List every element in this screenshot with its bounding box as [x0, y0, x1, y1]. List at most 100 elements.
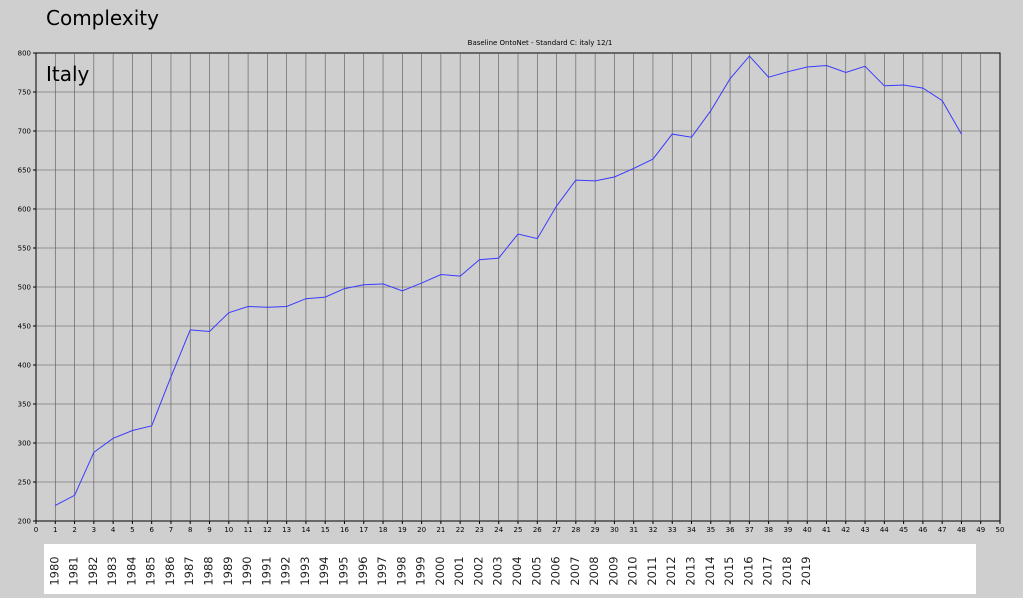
x-tick-label: 3	[92, 526, 96, 534]
year-label: 2008	[587, 556, 601, 585]
year-label: 2007	[568, 556, 582, 585]
year-label: 1981	[67, 556, 81, 585]
y-tick-label: 650	[18, 167, 31, 175]
x-tick-label: 31	[629, 526, 638, 534]
x-tick-label: 24	[494, 526, 503, 534]
x-tick-label: 27	[552, 526, 561, 534]
year-label-strip	[44, 544, 976, 594]
x-tick-label: 23	[475, 526, 484, 534]
x-tick-label: 32	[648, 526, 657, 534]
year-label: 1996	[356, 556, 370, 585]
year-label: 2018	[780, 556, 794, 585]
year-label: 1984	[124, 556, 138, 585]
year-label: 1982	[86, 556, 100, 585]
y-tick-label: 700	[18, 128, 31, 136]
x-tick-label: 46	[918, 526, 927, 534]
x-tick-label: 1	[53, 526, 57, 534]
y-tick-label: 200	[18, 518, 31, 526]
x-tick-label: 25	[514, 526, 523, 534]
x-tick-label: 7	[169, 526, 173, 534]
year-label: 1995	[336, 556, 350, 585]
x-tick-label: 13	[282, 526, 291, 534]
year-labels: 1980 1981 1982 1983 1984 1985 1986 1987 1988 1989…	[47, 556, 813, 585]
year-label: 1998	[394, 556, 408, 585]
x-tick-label: 4	[111, 526, 116, 534]
y-tick-label: 550	[18, 245, 31, 253]
year-label: 1986	[163, 556, 177, 585]
year-label: 2011	[645, 556, 659, 585]
year-label: 1987	[182, 556, 196, 585]
year-label: 2001	[452, 556, 466, 585]
y-tick-label: 800	[18, 50, 31, 58]
x-tick-label: 18	[379, 526, 388, 534]
x-tick-label: 44	[880, 526, 889, 534]
year-label: 1990	[240, 556, 254, 585]
x-tick-label: 35	[706, 526, 715, 534]
year-label: 1988	[202, 556, 216, 585]
page-title: Complexity	[46, 6, 159, 30]
y-tick-label: 300	[18, 440, 31, 448]
x-tick-label: 8	[188, 526, 192, 534]
year-label: 1980	[47, 556, 61, 585]
year-label: 1985	[144, 556, 158, 585]
x-tick-label: 36	[726, 526, 735, 534]
country-label: Italy	[46, 62, 90, 86]
x-tick-label: 47	[938, 526, 947, 534]
x-tick-label: 10	[224, 526, 233, 534]
y-tick-label: 500	[18, 284, 31, 292]
year-label: 2019	[799, 556, 813, 585]
x-tick-label: 30	[610, 526, 619, 534]
year-label: 1999	[414, 556, 428, 585]
year-label: 2016	[741, 556, 755, 585]
x-tick-label: 45	[899, 526, 908, 534]
year-label: 2002	[471, 556, 485, 585]
year-label: 1989	[221, 556, 235, 585]
year-label: 2017	[761, 556, 775, 585]
x-tick-label: 29	[591, 526, 600, 534]
y-grid	[36, 91, 1000, 483]
year-label: 1983	[105, 556, 119, 585]
y-tick-label: 450	[18, 323, 31, 331]
x-tick-label: 42	[841, 526, 850, 534]
year-label: 1992	[279, 556, 293, 585]
x-tick-label: 14	[301, 526, 310, 534]
x-tick-label: 48	[957, 526, 966, 534]
x-tick-label: 41	[822, 526, 831, 534]
series-line-group	[55, 55, 962, 506]
year-label: 2000	[433, 556, 447, 585]
year-label: 2009	[606, 556, 620, 585]
x-tick-label: 0	[34, 526, 38, 534]
x-tick-label: 33	[668, 526, 677, 534]
y-tick-label: 750	[18, 89, 31, 97]
year-label: 1997	[375, 556, 389, 585]
year-label: 1991	[259, 556, 273, 585]
year-label: 2012	[664, 556, 678, 585]
series-line	[55, 55, 962, 506]
year-label: 2005	[529, 556, 543, 585]
x-tick-label: 28	[571, 526, 580, 534]
x-axis-ticks: 0 1 2 3 4 5 6 7 8 9 10 11 12 13 14 15 16 17 18 19 20 21 22 23 24…	[34, 521, 1005, 534]
year-label: 2013	[684, 556, 698, 585]
x-tick-label: 39	[783, 526, 792, 534]
year-label: 1993	[298, 556, 312, 585]
x-tick-label: 50	[996, 526, 1005, 534]
y-tick-label: 600	[18, 206, 31, 214]
x-tick-label: 21	[436, 526, 445, 534]
x-tick-label: 26	[533, 526, 542, 534]
x-tick-label: 15	[321, 526, 330, 534]
x-tick-label: 49	[976, 526, 985, 534]
year-label: 2006	[549, 556, 563, 585]
y-tick-label: 350	[18, 401, 31, 409]
x-tick-label: 17	[359, 526, 368, 534]
x-tick-label: 6	[149, 526, 154, 534]
x-tick-label: 11	[244, 526, 253, 534]
x-tick-label: 34	[687, 526, 696, 534]
y-axis-ticks: 200 250 300 350 400 450 500 550 600 650 700 750 800	[18, 50, 36, 526]
x-tick-label: 40	[803, 526, 812, 534]
y-tick-label: 250	[18, 479, 31, 487]
x-tick-label: 5	[130, 526, 134, 534]
x-tick-label: 2	[72, 526, 76, 534]
year-label: 2004	[510, 556, 524, 585]
year-label: 2014	[703, 556, 717, 585]
